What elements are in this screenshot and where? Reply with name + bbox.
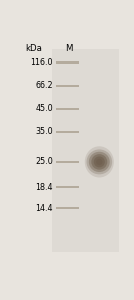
Text: kDa: kDa	[25, 44, 42, 53]
Bar	[56, 186, 79, 188]
Text: 18.4: 18.4	[36, 183, 53, 192]
Bar	[56, 61, 79, 64]
Text: 66.2: 66.2	[36, 81, 53, 90]
Ellipse shape	[91, 154, 107, 170]
Bar	[52, 49, 118, 252]
Bar	[56, 131, 79, 133]
Ellipse shape	[96, 159, 103, 165]
Text: 116.0: 116.0	[31, 58, 53, 67]
Bar	[56, 207, 79, 209]
Ellipse shape	[87, 149, 112, 174]
Text: M: M	[65, 44, 72, 53]
Ellipse shape	[85, 146, 114, 178]
Ellipse shape	[89, 152, 110, 172]
Text: 45.0: 45.0	[36, 104, 53, 113]
Bar	[56, 85, 79, 87]
Text: 25.0: 25.0	[35, 158, 53, 166]
Ellipse shape	[94, 156, 105, 167]
Text: 14.4: 14.4	[36, 204, 53, 213]
Bar	[56, 161, 79, 163]
Text: 35.0: 35.0	[36, 128, 53, 136]
Bar	[56, 108, 79, 110]
